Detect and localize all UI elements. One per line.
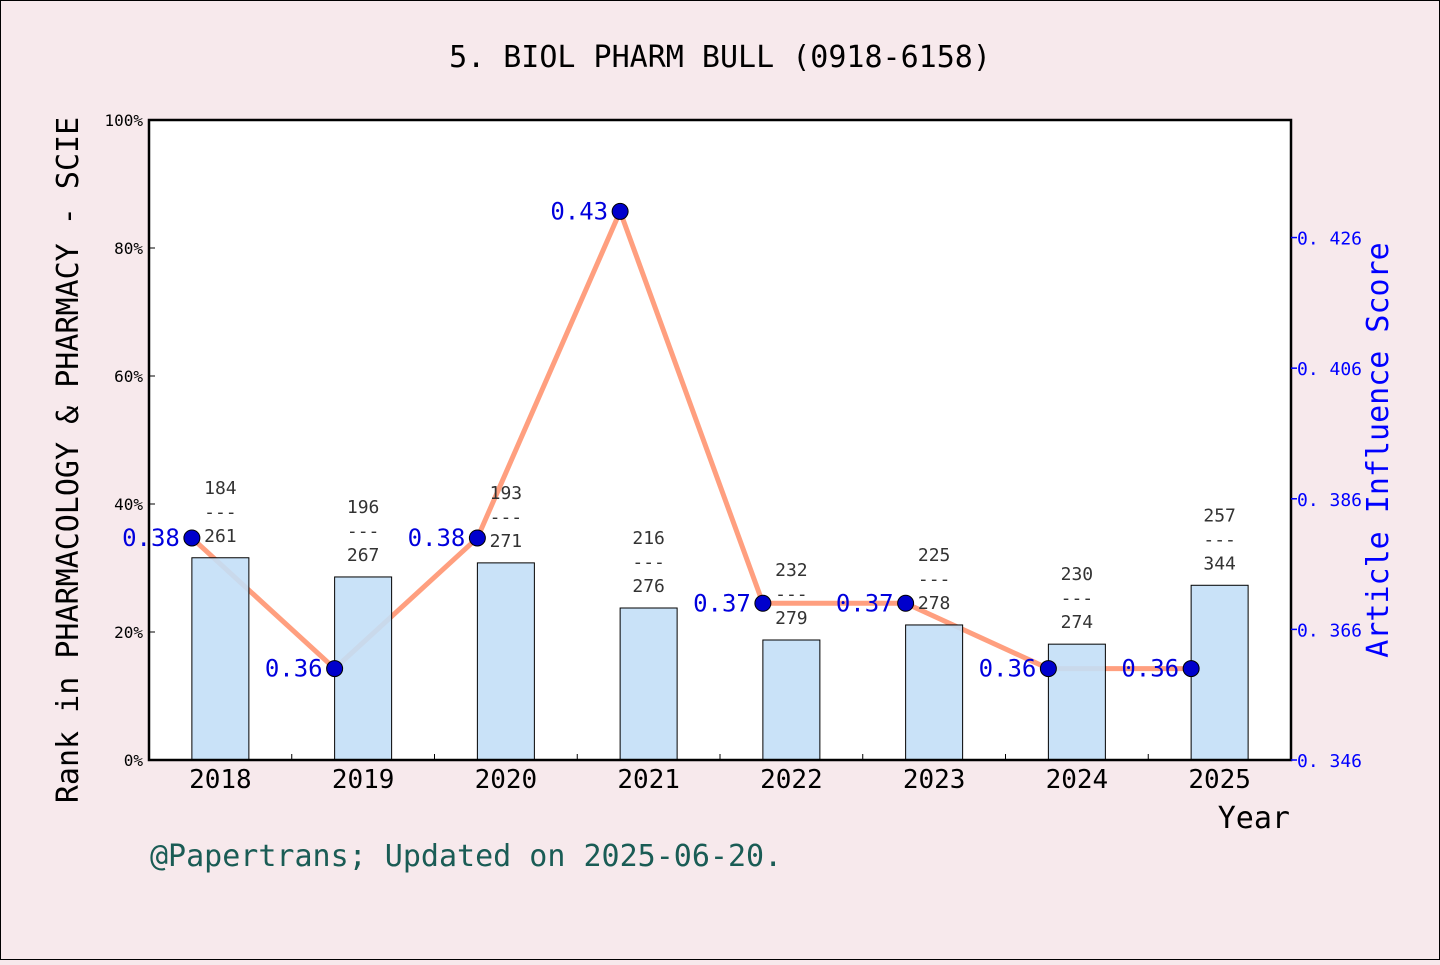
ais-value-label: 0.36 [979,655,1037,683]
rank-label: 216 [632,528,665,549]
footer-credit: @Papertrans; Updated on 2025-06-20. [150,839,782,874]
x-tick-label: 2025 [1188,765,1251,795]
rank-divider: --- [1061,588,1094,609]
x-tick-label: 2023 [903,765,966,795]
x-tick-label: 2018 [189,765,252,795]
right-tick-label: 0. 346 [1297,751,1362,772]
total-label: 267 [347,545,380,566]
point-2022 [754,594,772,612]
x-tick-label: 2019 [332,765,395,795]
total-label: 344 [1203,553,1236,574]
rank-label: 225 [918,545,951,566]
rank-label: 184 [204,478,237,499]
bar-2021 [619,607,678,761]
chart-title: 5. BIOL PHARM BULL (0918-6158) [449,40,991,75]
bar-series [191,557,1249,761]
total-label: 261 [204,526,237,547]
right-tick-label: 0. 366 [1297,620,1362,641]
rank-divider: --- [1203,529,1236,550]
left-tick-label: 100% [104,111,143,130]
left-tick-label: 60% [114,367,143,386]
rank-divider: --- [347,521,380,542]
x-axis-label: Year [1218,801,1290,836]
total-label: 274 [1061,612,1094,633]
ais-value-label: 0.37 [693,589,751,617]
left-tick-label: 20% [114,623,143,642]
bar-2023 [905,624,964,761]
bar-2020 [476,562,535,761]
right-tick-label: 0. 426 [1297,229,1362,250]
x-tick-label: 2022 [760,765,823,795]
rank-label: 196 [347,497,380,518]
points [183,202,1200,678]
bar-2024 [1047,643,1106,761]
rank-divider: --- [775,584,808,605]
ais-value-label: 0.37 [836,589,894,617]
point-2025 [1182,660,1200,678]
rank-label: 257 [1203,505,1236,526]
point-2019 [326,660,344,678]
axes: 0% 20% 40% 60% 80% 100% 0. 346 0. 366 0. 386 0. 4… [104,111,1362,795]
bar-2019 [334,576,393,761]
bar-2018 [191,557,250,761]
left-tick-label: 40% [114,495,143,514]
total-label: 278 [918,593,951,614]
point-2023 [897,594,915,612]
ais-value-label: 0.36 [265,655,323,683]
rank-divider: --- [490,507,523,528]
point-2020 [468,529,486,547]
rank-label: 193 [490,483,523,504]
left-axis-label: Rank in PHARMACOLOGY & PHARMACY - SCIE [51,117,86,803]
rank-label: 230 [1061,564,1094,585]
right-tick-label: 0. 406 [1297,359,1362,380]
left-tick-label: 0% [124,751,144,770]
rank-divider: --- [918,569,951,590]
point-2021 [611,202,629,220]
right-tick-label: 0. 386 [1297,490,1362,511]
data-labels: 184 --- 261 196 --- 267 193 --- 271 216 --- 276 232 -… [122,197,1236,682]
bar-2022 [762,639,821,761]
rank-label: 232 [775,560,808,581]
point-2024 [1039,660,1057,678]
rank-divider: --- [204,502,237,523]
total-label: 271 [490,531,523,552]
total-label: 279 [775,608,808,629]
rank-divider: --- [632,552,665,573]
ais-value-label: 0.38 [122,524,180,552]
point-2018 [183,529,201,547]
ais-value-label: 0.43 [550,197,608,225]
bar-2025 [1190,584,1249,761]
x-tick-label: 2021 [617,765,680,795]
right-axis-label: Article Influence Score [1361,242,1396,657]
left-tick-label: 80% [114,239,143,258]
x-tick-label: 2024 [1046,765,1109,795]
x-tick-label: 2020 [475,765,538,795]
total-label: 276 [632,576,665,597]
ais-value-label: 0.38 [408,524,466,552]
ais-value-label: 0.36 [1121,655,1179,683]
